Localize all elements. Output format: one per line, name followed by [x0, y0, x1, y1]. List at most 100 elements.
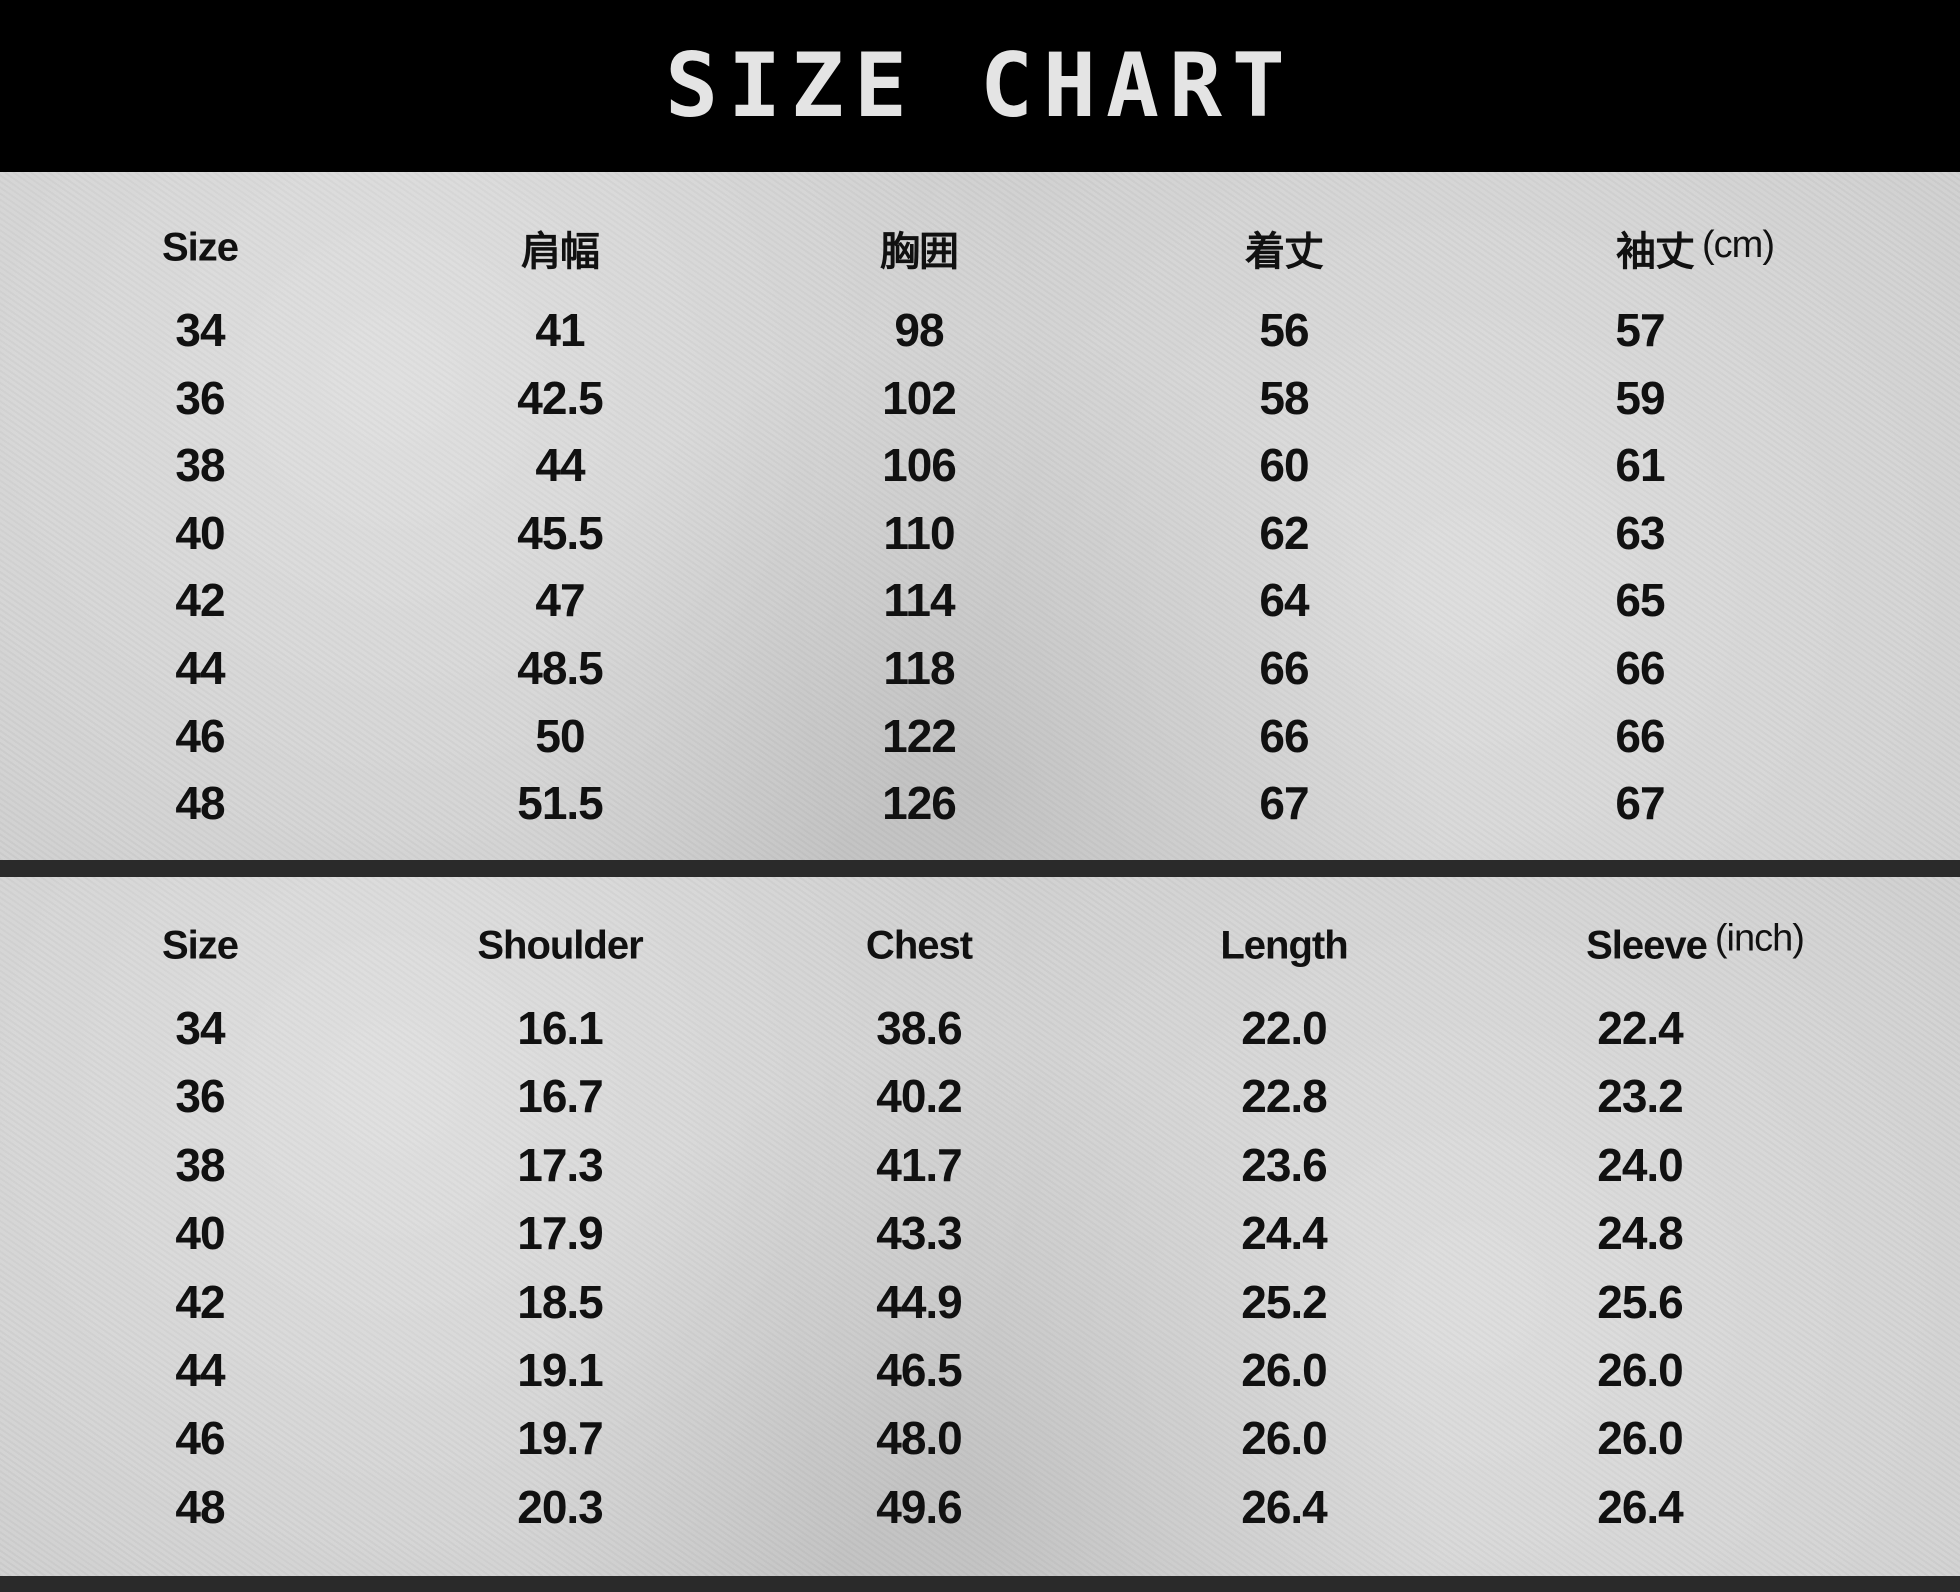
column-header-label: 胸囲: [880, 230, 959, 274]
unit-label: (inch): [1714, 917, 1805, 960]
column-header-label: Shoulder: [477, 923, 643, 968]
table-cell-shoulder: 16.1: [517, 1002, 604, 1054]
table-cell-sleeve: 25.6: [1597, 1275, 1684, 1328]
table-cell-size: 38: [175, 439, 225, 492]
table-cell-sleeve: 23.2: [1597, 1070, 1684, 1123]
table-cell-size: 40: [175, 506, 225, 559]
table-cell-length: 25.2: [1241, 1275, 1328, 1328]
table-cell-length: 66: [1259, 642, 1309, 694]
table-cell-length: 56: [1259, 304, 1309, 356]
column-header-sleeve: Sleeve (inch): [1586, 918, 1805, 969]
column-header-label: Size: [161, 923, 239, 968]
table-cell-size: 44: [175, 642, 225, 694]
table-cell-size: 42: [175, 1275, 225, 1328]
table-cell-size: 46: [175, 709, 225, 762]
table-cell-chest: 126: [882, 777, 957, 830]
table-cell-chest: 98: [894, 304, 944, 356]
table-cell-shoulder: 19.7: [517, 1412, 604, 1465]
table-cell-chest: 43.3: [876, 1207, 963, 1260]
column-header-size: Size: [161, 923, 239, 969]
table-cell-chest: 102: [882, 371, 957, 424]
table-cell-length: 60: [1259, 439, 1309, 492]
table-cell-size: 38: [175, 1138, 225, 1191]
table-cell-length: 26.0: [1241, 1344, 1328, 1396]
table-cell-shoulder: 18.5: [517, 1275, 604, 1328]
table-cell-shoulder: 45.5: [517, 506, 604, 559]
table-cell-sleeve: 22.4: [1597, 1002, 1684, 1054]
table-cell-shoulder: 41: [535, 304, 585, 356]
column-header-label: Sleeve: [1586, 923, 1708, 968]
table-cell-chest: 122: [882, 709, 957, 762]
table-cell-shoulder: 19.1: [517, 1344, 604, 1396]
table-cell-sleeve: 67: [1615, 777, 1665, 830]
table-cell-sleeve: 61: [1615, 439, 1665, 492]
table-cell-size: 34: [175, 1002, 225, 1054]
table-cell-length: 24.4: [1241, 1207, 1328, 1260]
table-cell-shoulder: 51.5: [517, 777, 604, 830]
table-cell-shoulder: 17.9: [517, 1207, 604, 1260]
table-cell-length: 23.6: [1241, 1138, 1328, 1191]
divider: [0, 860, 1960, 877]
table-cell-sleeve: 59: [1615, 371, 1665, 424]
table-cell-length: 62: [1259, 506, 1309, 559]
table-cell-length: 26.4: [1241, 1480, 1328, 1533]
column-header-chest: 胸囲: [880, 219, 959, 277]
unit-label: (cm): [1702, 224, 1775, 266]
table-cell-sleeve: 65: [1615, 574, 1665, 627]
table-cell-chest: 40.2: [876, 1070, 963, 1123]
column-header-size: Size: [161, 225, 239, 271]
table-cell-chest: 114: [883, 574, 955, 627]
column-header-length: 着丈: [1245, 219, 1324, 277]
table-cell-sleeve: 26.4: [1597, 1480, 1684, 1533]
table-cell-shoulder: 48.5: [517, 642, 604, 694]
table-cell-chest: 106: [882, 439, 957, 492]
table-cell-sleeve: 24.8: [1597, 1207, 1684, 1260]
table-cell-shoulder: 44: [535, 439, 585, 492]
table-cell-shoulder: 47: [535, 574, 585, 627]
table-cell-sleeve: 57: [1615, 304, 1665, 356]
table-cell-length: 22.0: [1241, 1002, 1328, 1054]
table-cell-size: 48: [175, 1480, 225, 1533]
table-cell-shoulder: 20.3: [517, 1480, 604, 1533]
table-cell-size: 36: [175, 1070, 225, 1123]
table-cell-chest: 49.6: [876, 1480, 963, 1533]
table-cell-length: 26.0: [1241, 1412, 1328, 1465]
table-cell-chest: 41.7: [876, 1138, 963, 1191]
table-cell-length: 58: [1259, 371, 1309, 424]
column-header-shoulder: Shoulder: [477, 923, 643, 969]
table-cell-length: 64: [1259, 574, 1309, 627]
column-header-label: 着丈: [1245, 230, 1324, 274]
table-cell-sleeve: 26.0: [1597, 1344, 1684, 1396]
table-cell-size: 36: [175, 371, 225, 424]
inch-size-table: Size Shoulder Chest Length Sleeve (inch) 34 16.…: [0, 877, 1960, 1576]
table-cell-chest: 110: [883, 506, 955, 559]
table-cell-shoulder: 17.3: [517, 1138, 604, 1191]
column-header-label: Chest: [865, 923, 973, 968]
column-header-label: 袖丈: [1616, 230, 1695, 274]
table-cell-size: 48: [175, 777, 225, 830]
table-cell-shoulder: 16.7: [517, 1070, 604, 1123]
table-cell-chest: 46.5: [876, 1344, 963, 1396]
column-header-sleeve: 袖丈 (cm): [1616, 219, 1775, 277]
table-cell-length: 67: [1259, 777, 1309, 830]
table-cell-size: 42: [175, 574, 225, 627]
table-cell-size: 46: [175, 1412, 225, 1465]
column-header-length: Length: [1220, 923, 1348, 969]
table-cell-shoulder: 50: [535, 709, 585, 762]
table-cell-length: 66: [1259, 709, 1309, 762]
cm-size-table: Size 肩幅 胸囲 着丈 袖丈 (cm) 34 41 98 56 57 36 42.5 102 58 59 3…: [0, 172, 1960, 860]
table-cell-chest: 118: [883, 642, 955, 694]
column-header-label: Length: [1220, 923, 1348, 968]
table-cell-sleeve: 26.0: [1597, 1412, 1684, 1465]
table-cell-chest: 48.0: [876, 1412, 963, 1465]
table-cell-sleeve: 66: [1615, 709, 1665, 762]
table-cell-shoulder: 42.5: [517, 371, 604, 424]
table-cell-size: 40: [175, 1207, 225, 1260]
table-cell-sleeve: 66: [1615, 642, 1665, 694]
bottom-divider: [0, 1576, 1960, 1592]
table-cell-sleeve: 63: [1615, 506, 1665, 559]
header-banner: SIZE CHART: [0, 0, 1960, 172]
table-cell-sleeve: 24.0: [1597, 1138, 1684, 1191]
column-header-label: Size: [161, 225, 239, 270]
table-cell-chest: 38.6: [876, 1002, 963, 1054]
